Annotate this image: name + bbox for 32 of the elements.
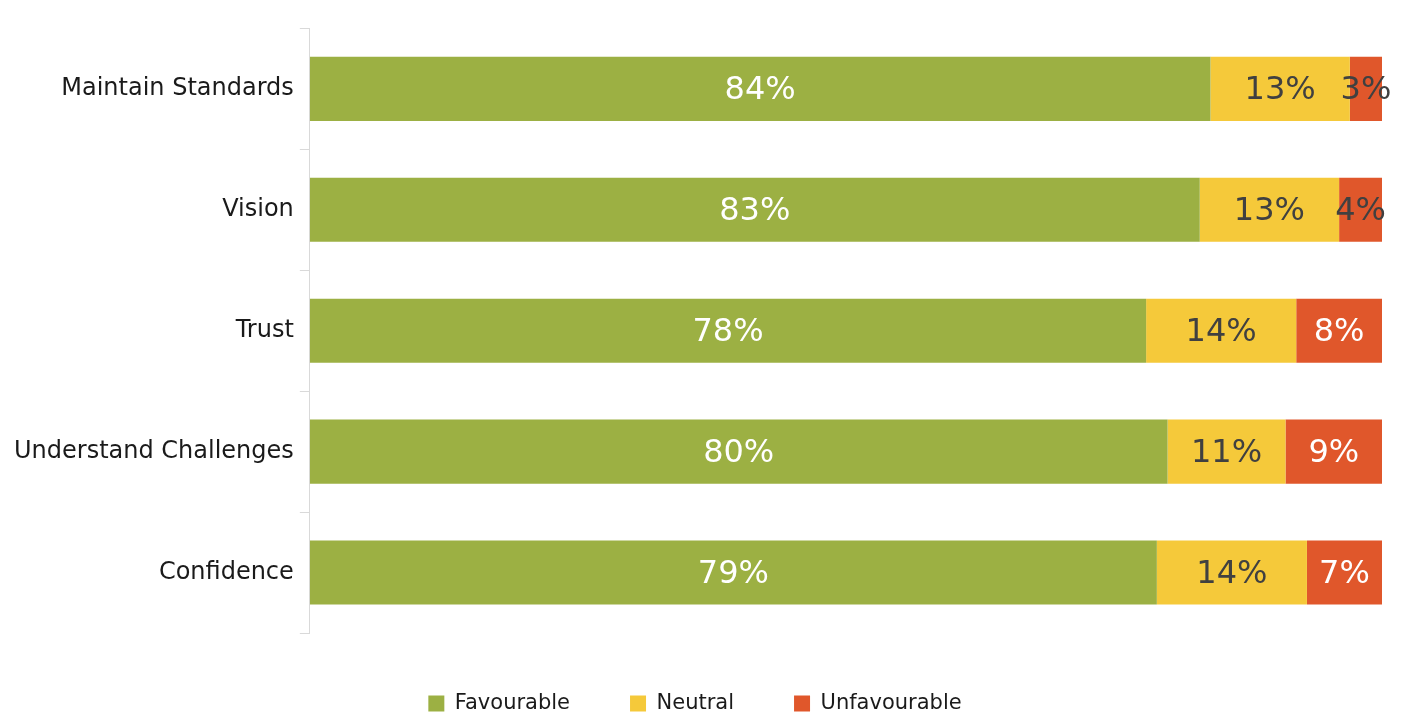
bar [309, 56, 1211, 121]
data-label: 84% [724, 69, 796, 108]
legend-label: Unfavourable [820, 689, 962, 714]
bar [1167, 419, 1286, 484]
data-label: 7% [1319, 552, 1370, 591]
bar [1306, 540, 1382, 605]
data-label: 14% [1185, 311, 1257, 350]
bar [1285, 419, 1382, 484]
y-tick-label: Maintain Standards [61, 73, 294, 102]
data-label: 11% [1190, 431, 1263, 470]
data-label: 9% [1308, 431, 1360, 470]
data-label: 13% [1244, 69, 1316, 108]
data-label: 13% [1233, 190, 1305, 229]
bar [1156, 540, 1307, 605]
data-label: 79% [697, 552, 769, 591]
y-tick-label: Vision [222, 194, 294, 223]
bar [309, 540, 1157, 605]
bar [1146, 298, 1297, 363]
y-tick-label: Understand Challenges [13, 435, 294, 464]
legend-label: Favourable [454, 689, 571, 714]
bar [1296, 298, 1382, 363]
data-label: 14% [1196, 552, 1268, 591]
y-tick-label: Confidence [158, 556, 294, 585]
bar [309, 298, 1147, 363]
data-label: 80% [703, 431, 775, 470]
y-tick-label: Trust [234, 314, 294, 343]
legend-label: Neutral [656, 689, 735, 714]
data-label: 83% [719, 190, 791, 229]
data-label: 8% [1313, 311, 1365, 350]
bar [309, 419, 1168, 484]
data-label: 78% [692, 311, 764, 350]
bar [309, 177, 1200, 242]
